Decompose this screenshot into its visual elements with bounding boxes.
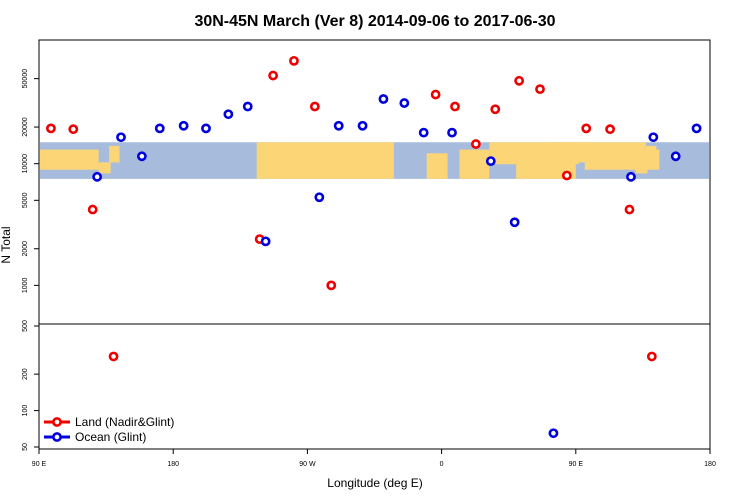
ocean-point — [485, 156, 496, 167]
y-tick-label: 10000 — [22, 154, 29, 174]
land-asia-china — [40, 149, 99, 170]
legend-land-marker — [52, 417, 62, 427]
legend: Land (Nadir&Glint) Ocean (Glint) — [44, 415, 174, 444]
land-point — [68, 124, 79, 135]
land-arabia — [516, 160, 576, 179]
legend-ocean-label: Ocean (Glint) — [75, 430, 146, 444]
y-tick-label: 100 — [22, 405, 29, 417]
land-point — [326, 280, 337, 291]
land-point — [289, 55, 299, 66]
ocean-point — [260, 236, 271, 247]
land-point — [450, 101, 460, 112]
chart-title: 30N-45N March (Ver 8) 2014-09-06 to 2017… — [194, 13, 555, 30]
world-map-band — [40, 142, 709, 179]
land-iberia-africa — [426, 153, 448, 179]
ocean-point — [509, 217, 520, 228]
ocean-point — [116, 132, 126, 143]
land-point — [309, 101, 320, 112]
land-point — [624, 204, 635, 215]
ocean-point — [399, 98, 410, 108]
ocean-point — [670, 151, 681, 162]
land-korea-east — [635, 162, 648, 174]
ocean-point — [648, 132, 659, 143]
land-point — [87, 204, 98, 215]
x-tick-label: 90 E — [32, 461, 47, 468]
ocean-point — [201, 123, 211, 134]
y-tick-label: 50000 — [22, 69, 29, 89]
ocean-point — [357, 120, 368, 131]
ocean-point — [242, 101, 253, 112]
land-japan-east — [645, 145, 657, 163]
land-point — [430, 89, 441, 100]
y-tick-label: 500 — [22, 320, 29, 332]
x-tick-label: 180 — [704, 461, 716, 468]
ocean-point — [418, 127, 429, 138]
ocean-point — [314, 192, 325, 203]
land-point — [470, 139, 481, 149]
x-tick-label: 90 E — [569, 461, 584, 468]
lower-y-axis-ticks: 50 100 200 500 — [22, 320, 39, 451]
y-tick-label: 50 — [22, 443, 29, 451]
y-tick-label: 1000 — [22, 277, 29, 293]
ocean-point — [154, 123, 165, 134]
ocean-point — [333, 120, 344, 131]
land-point — [605, 124, 615, 135]
y-tick-label: 5000 — [22, 192, 29, 208]
ocean-point — [136, 151, 147, 162]
x-axis-ticks: 90 E 180 90 W 0 90 E 180 — [32, 449, 716, 468]
land-point — [646, 351, 657, 362]
y-axis-label: N Total — [0, 226, 13, 263]
land-point — [490, 104, 501, 115]
land-point — [535, 84, 545, 95]
y-tick-label: 200 — [22, 368, 29, 380]
land-point — [561, 170, 572, 181]
land-north-america — [256, 142, 394, 179]
x-axis-label: Longitude (deg E) — [327, 476, 422, 490]
legend-ocean-marker — [52, 432, 62, 442]
land-point — [514, 75, 525, 86]
x-tick-label: 0 — [440, 461, 444, 468]
ocean-point — [223, 109, 234, 120]
y-tick-label: 2000 — [22, 241, 29, 257]
ocean-point — [691, 123, 702, 134]
land-north-africa — [459, 149, 490, 179]
upper-y-axis-ticks: 1000 2000 5000 10000 20000 50000 — [22, 69, 39, 293]
land-japan — [109, 145, 120, 163]
ocean-point — [626, 171, 636, 182]
plot-frame — [38, 39, 711, 450]
land-korea — [98, 162, 111, 174]
y-tick-label: 20000 — [22, 117, 29, 137]
land-point — [46, 123, 56, 134]
legend-land-label: Land (Nadir&Glint) — [75, 415, 174, 429]
ocean-point — [378, 94, 389, 104]
ocean-point — [548, 428, 559, 439]
ocean-point — [178, 120, 189, 131]
x-tick-label: 90 W — [299, 461, 316, 468]
x-tick-label: 180 — [167, 461, 179, 468]
land-point — [581, 123, 592, 134]
data-points — [46, 55, 702, 439]
ocean-point — [447, 127, 457, 138]
land-point — [268, 70, 279, 81]
land-point — [108, 351, 119, 362]
ocean-point — [92, 171, 103, 182]
